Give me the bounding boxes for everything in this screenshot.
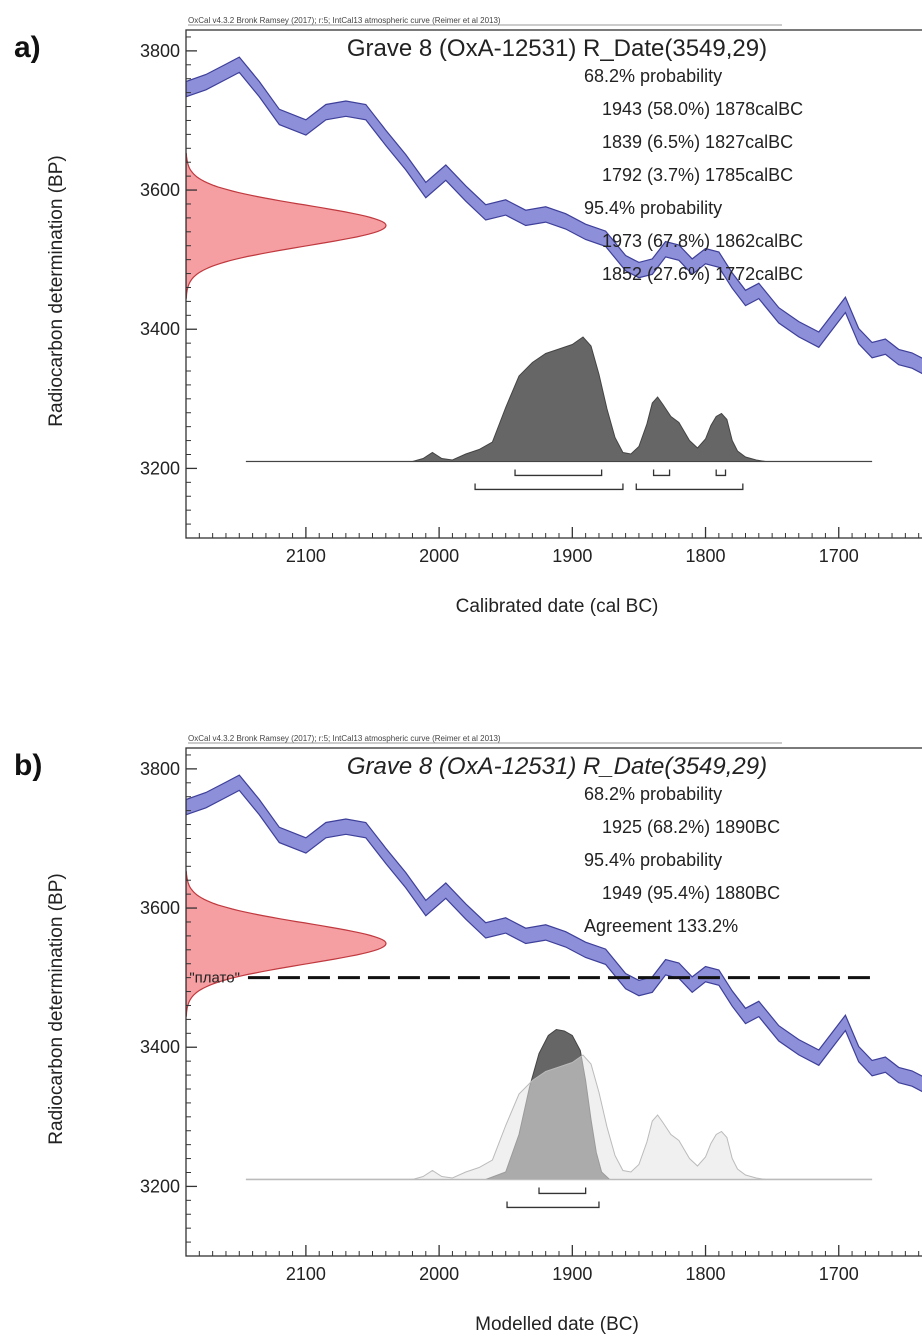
range-68-bracket: [715, 469, 727, 477]
stats-line: 95.4% probability: [584, 198, 722, 218]
stats-line: 1792 (3.7%) 1785calBC: [602, 165, 793, 185]
y-axis-label: Radiocarbon determination (BP): [46, 873, 67, 1144]
range-95-bracket: [506, 1201, 600, 1209]
y-tick-label: 3800: [140, 759, 180, 779]
y-tick-label: 3200: [140, 1176, 180, 1196]
x-tick-label: 1800: [686, 1264, 726, 1284]
x-tick-label: 1700: [819, 1264, 859, 1284]
range-95-bracket: [474, 483, 624, 491]
plateau-label: "плато": [189, 970, 240, 987]
range-95-bracket: [635, 483, 744, 491]
x-tick-label: 2100: [286, 1264, 326, 1284]
radiocarbon-date-distribution: [186, 152, 387, 299]
chart-panel-a: a) OxCal v4.3.2 Bronk Ramsey (2017); r:5;…: [14, 16, 922, 617]
y-tick-label: 3400: [140, 319, 180, 339]
stats-line: 68.2% probability: [584, 784, 722, 804]
posterior-distribution: [245, 336, 873, 462]
range-68-bracket: [652, 469, 671, 477]
y-tick-label: 3600: [140, 898, 180, 918]
x-tick-label: 1700: [819, 546, 859, 566]
x-tick-label: 1900: [552, 1264, 592, 1284]
calibration-curve-band: [186, 774, 922, 1093]
likelihood-distribution: [245, 1054, 873, 1180]
plot-area: [186, 56, 922, 491]
y-tick-label: 3600: [140, 180, 180, 200]
oxcal-header: OxCal v4.3.2 Bronk Ramsey (2017); r:5; I…: [188, 16, 501, 25]
x-axis-label: Modelled date (BC): [475, 1314, 639, 1335]
plot-area: [186, 774, 922, 1209]
stats-line: 1973 (67.8%) 1862calBC: [602, 231, 803, 251]
chart-title: Grave 8 (OxA-12531) R_Date(3549,29): [347, 35, 767, 62]
y-tick-label: 3800: [140, 41, 180, 61]
y-axis-label: Radiocarbon determination (BP): [46, 155, 67, 426]
x-tick-label: 1900: [552, 546, 592, 566]
calibration-curve-band: [186, 56, 922, 375]
chart-title: Grave 8 (OxA-12531) R_Date(3549,29): [347, 753, 767, 780]
range-68-bracket: [514, 469, 603, 477]
stats-line: 95.4% probability: [584, 850, 722, 870]
stats-line: 1943 (58.0%) 1878calBC: [602, 99, 803, 119]
stats-line: 1839 (6.5%) 1827calBC: [602, 132, 793, 152]
x-tick-label: 2100: [286, 546, 326, 566]
range-68-bracket: [538, 1187, 587, 1195]
stats-line: 1925 (68.2%) 1890BC: [602, 817, 780, 837]
x-axis-label: Calibrated date (cal BC): [456, 596, 659, 617]
radiocarbon-date-distribution: [186, 870, 387, 1017]
chart-panel-b: b) OxCal v4.3.2 Bronk Ramsey (2017); r:5;…: [14, 734, 922, 1335]
y-tick-label: 3400: [140, 1037, 180, 1057]
y-tick-label: 3200: [140, 458, 180, 478]
x-tick-label: 2000: [419, 546, 459, 566]
stats-line: 68.2% probability: [584, 66, 722, 86]
x-tick-label: 1800: [686, 546, 726, 566]
stats-line: 1852 (27.6%) 1772calBC: [602, 264, 803, 284]
x-tick-label: 2000: [419, 1264, 459, 1284]
panel-letter: b): [14, 749, 42, 782]
stats-line: 1949 (95.4%) 1880BC: [602, 883, 780, 903]
panel-letter: a): [14, 31, 41, 64]
oxcal-header: OxCal v4.3.2 Bronk Ramsey (2017); r:5; I…: [188, 734, 501, 743]
stats-line: Agreement 133.2%: [584, 916, 738, 936]
